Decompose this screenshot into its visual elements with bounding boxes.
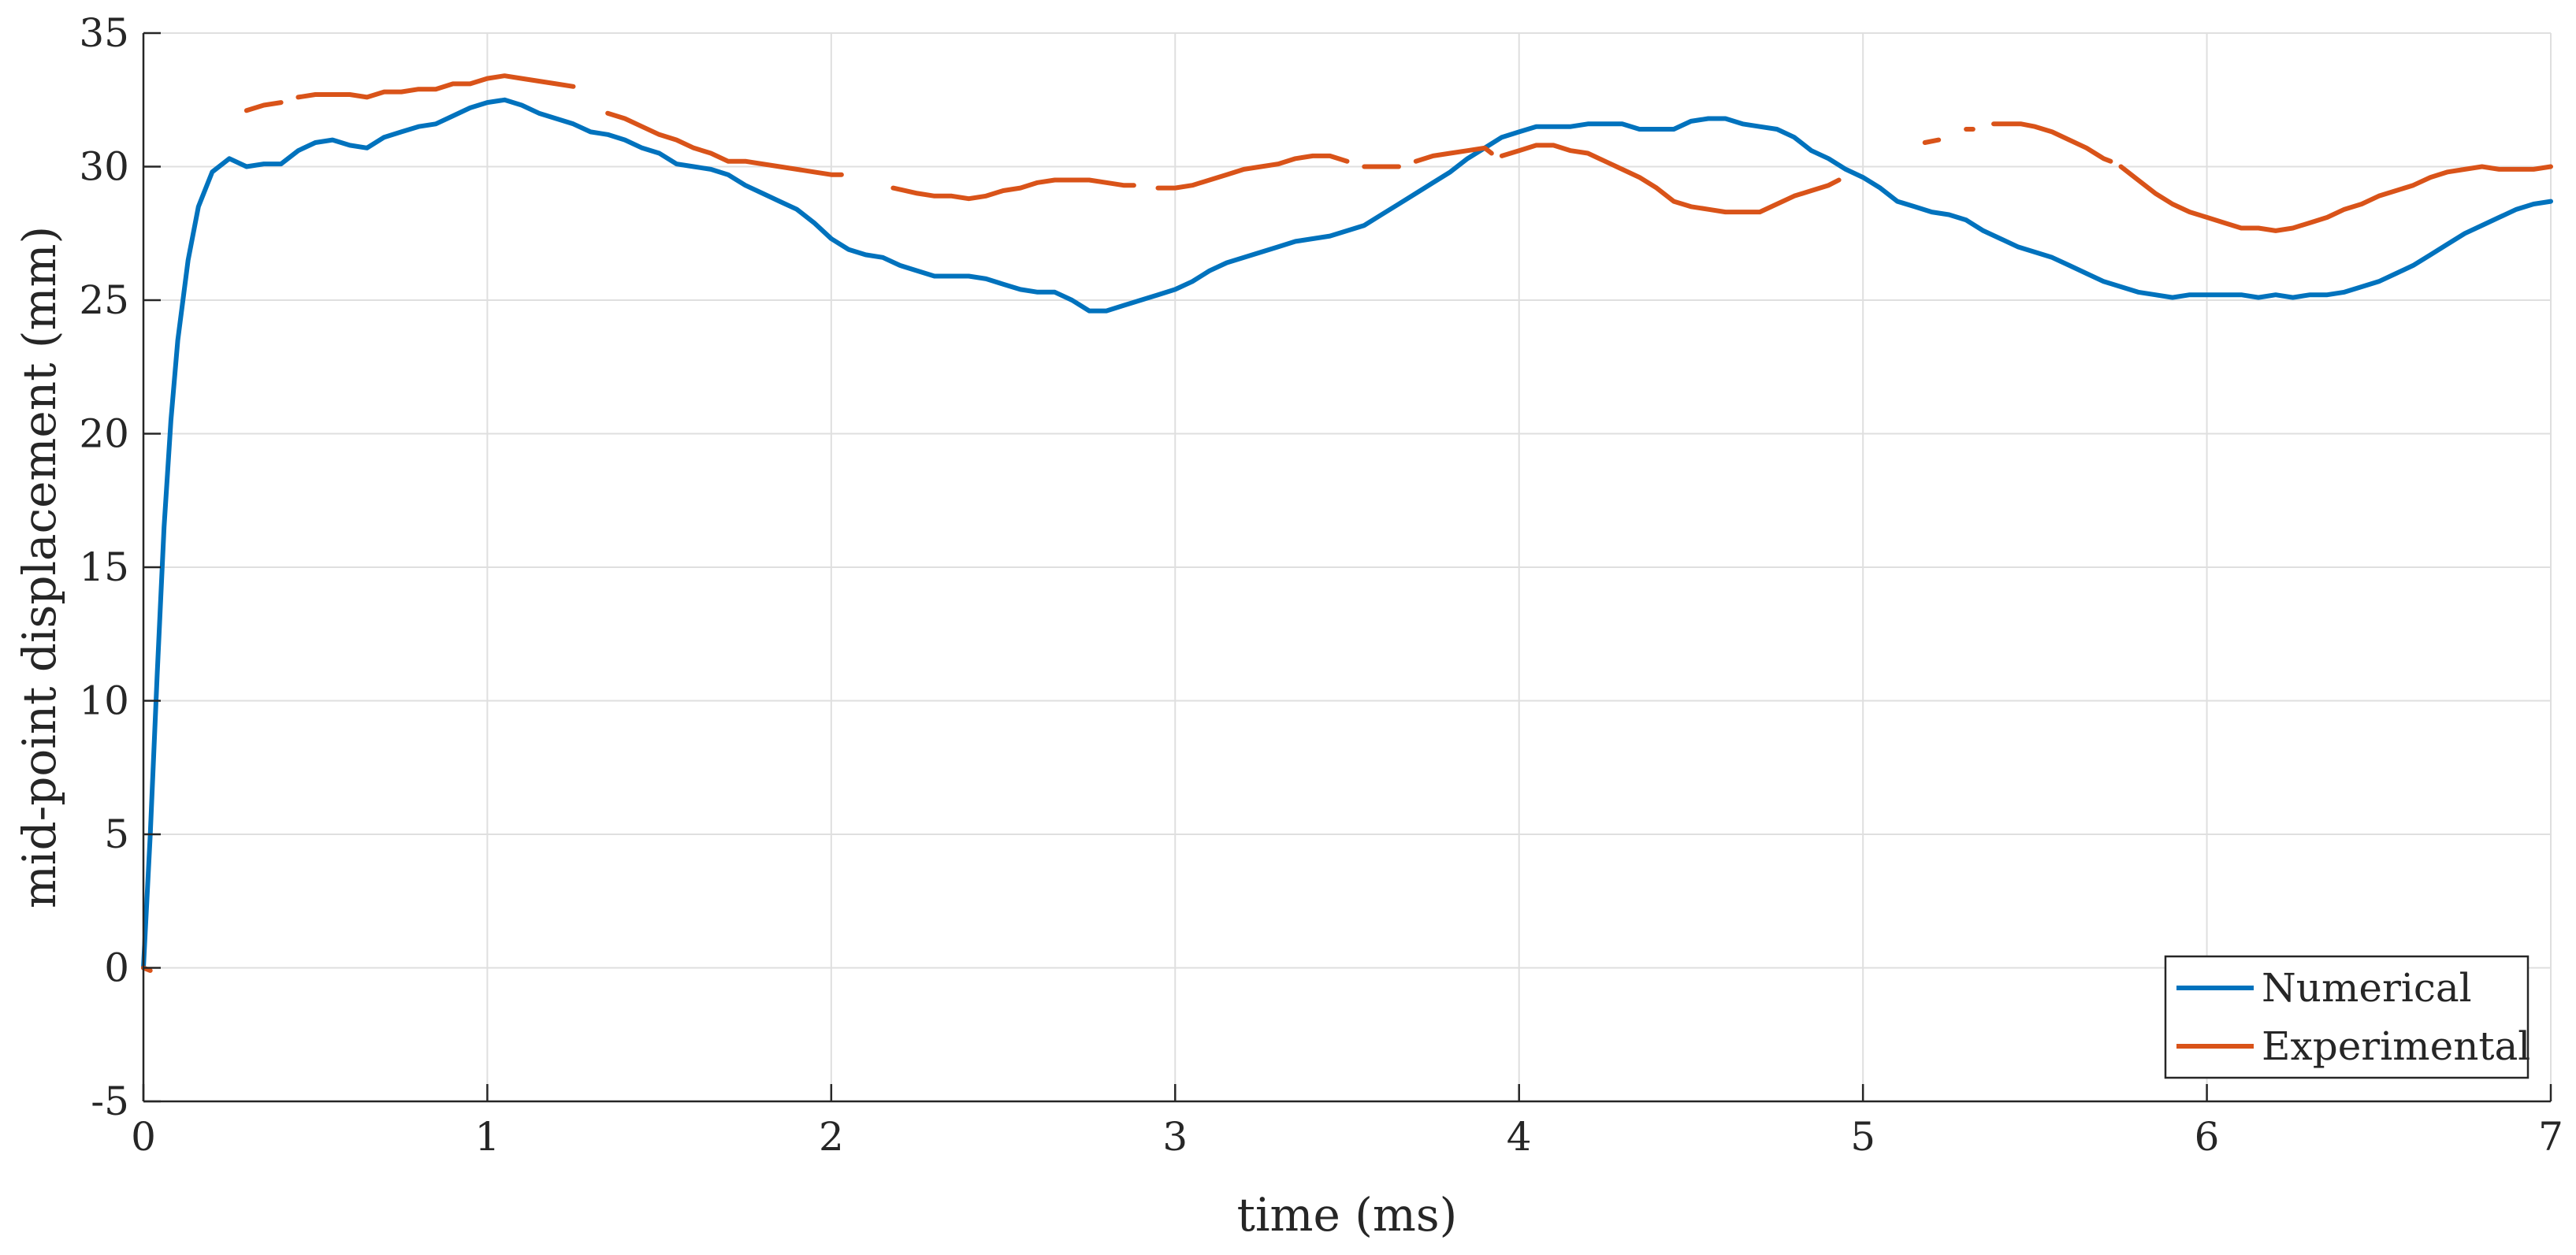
y-tick-label: 5 <box>104 811 129 857</box>
series-line-experimental <box>2118 164 2553 233</box>
y-tick-label: 30 <box>79 144 129 190</box>
series-line-experimental <box>890 177 1136 202</box>
series-line-experimental <box>605 110 844 177</box>
y-axis-label: mid-point displacement (mm) <box>13 226 66 908</box>
y-tick-label: 25 <box>79 277 129 323</box>
series-line-experimental <box>1991 121 2113 164</box>
x-tick-label: 5 <box>1850 1114 1875 1160</box>
series-line-experimental <box>1413 145 1494 164</box>
y-tick-label: 10 <box>79 678 129 724</box>
series-line-experimental <box>1155 153 1350 191</box>
legend-label-numerical: Numerical <box>2262 965 2472 1011</box>
series-layer <box>141 73 2553 973</box>
y-tick-label: 0 <box>104 945 129 991</box>
y-tick-label: 35 <box>79 10 129 56</box>
legend-box <box>2164 955 2530 1079</box>
x-tick-label: 3 <box>1162 1114 1188 1160</box>
x-tick-label: 1 <box>475 1114 500 1160</box>
series-line-experimental <box>296 73 576 100</box>
x-tick-label: 7 <box>2538 1114 2563 1160</box>
x-tick-label: 4 <box>1507 1114 1532 1160</box>
series-line-numerical <box>141 97 2553 971</box>
series-experimental <box>141 73 2553 973</box>
x-axis-label: time (ms) <box>1237 1188 1458 1242</box>
series-line-experimental <box>1499 143 1842 215</box>
x-tick-label: 0 <box>131 1114 156 1160</box>
y-tick-label: -5 <box>91 1079 129 1124</box>
grid <box>143 32 2552 1102</box>
x-tick-label: 2 <box>819 1114 844 1160</box>
series-numerical <box>141 97 2553 971</box>
y-tick-label: 15 <box>79 544 129 590</box>
x-tick-label: 6 <box>2195 1114 2220 1160</box>
legend: Numerical Experimental <box>2164 955 2530 1079</box>
series-line-experimental <box>243 100 284 113</box>
legend-label-experimental: Experimental <box>2262 1023 2530 1069</box>
y-tick-label: 20 <box>79 411 129 457</box>
series-line-experimental <box>1922 137 1942 145</box>
